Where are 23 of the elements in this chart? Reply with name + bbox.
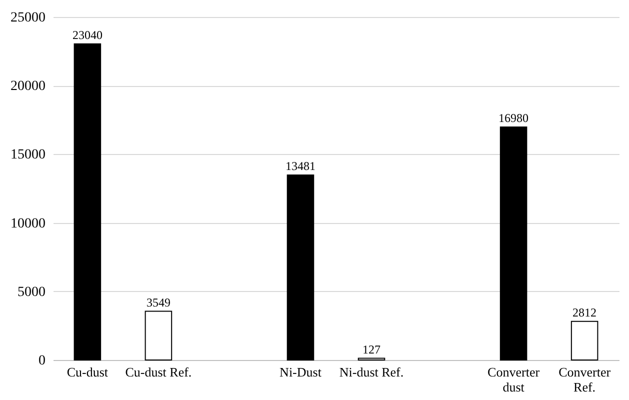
x-tick-label: Converter dust — [488, 364, 540, 394]
data-label: 3549 — [146, 295, 170, 310]
bar — [500, 126, 528, 360]
data-label: 13481 — [285, 159, 316, 174]
bar — [74, 43, 102, 360]
x-tick-label: Converter Ref. — [558, 364, 612, 394]
y-tick-label: 5000 — [18, 284, 46, 300]
x-tick-label: Cu-dust — [66, 364, 108, 380]
data-label: 16980 — [498, 111, 529, 126]
data-label: 23040 — [72, 28, 102, 42]
x-tick-label: Cu-dust Ref. — [125, 364, 192, 380]
x-tick-label: Ni-Dust — [280, 364, 322, 380]
x-tick-label: Ni-dust Ref. — [339, 364, 404, 380]
data-label: 127 — [362, 342, 381, 356]
bar — [144, 310, 172, 360]
y-tick-label: 10000 — [10, 216, 46, 232]
bar — [286, 174, 314, 360]
y-tick-label: 15000 — [10, 148, 46, 163]
data-label: 2812 — [572, 305, 597, 320]
bar — [570, 320, 598, 360]
y-tick-label: 0 — [38, 354, 46, 368]
y-tick-label: 20000 — [10, 79, 46, 94]
y-tick-label: 25000 — [10, 10, 46, 26]
